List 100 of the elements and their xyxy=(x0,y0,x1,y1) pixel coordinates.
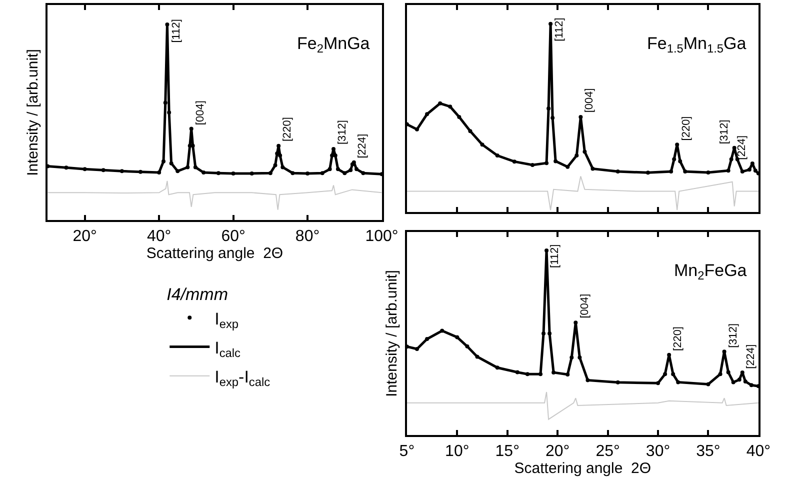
point xyxy=(480,142,484,147)
x-axis-title: Scattering angle 2Θ xyxy=(146,245,284,262)
point xyxy=(676,380,680,384)
point xyxy=(548,332,552,336)
point xyxy=(193,165,198,170)
annotation: [312] xyxy=(336,120,348,145)
annotation: [220] xyxy=(282,117,294,142)
annotation: [004] xyxy=(194,100,207,126)
legend-title: I4/mmm xyxy=(166,285,228,304)
point xyxy=(320,171,324,176)
point xyxy=(306,171,310,176)
annotation: [112] xyxy=(554,18,566,42)
annotation: [112] xyxy=(549,244,562,268)
point xyxy=(749,383,754,388)
point xyxy=(726,168,730,173)
point xyxy=(157,170,162,174)
annotation: Fe$_{1.5}$Mn$_{1.5}$Ga xyxy=(647,34,747,56)
point xyxy=(273,163,278,168)
point xyxy=(348,168,353,172)
point xyxy=(169,161,174,166)
x-tick-label: 10° xyxy=(445,443,470,460)
legend-label: I$_{calc}$ xyxy=(214,338,241,360)
point xyxy=(656,381,660,386)
point xyxy=(333,154,338,158)
point xyxy=(468,129,472,134)
point xyxy=(64,166,68,170)
annotation: [224] xyxy=(356,134,369,158)
annotation: Fe$_{2}$MnGa xyxy=(297,34,370,56)
point xyxy=(616,170,620,174)
legend-label: I$_{exp}$ xyxy=(214,309,239,331)
point xyxy=(475,354,480,359)
point xyxy=(554,159,558,164)
point xyxy=(167,110,172,114)
point xyxy=(82,167,87,172)
point xyxy=(165,22,170,27)
point xyxy=(706,382,710,386)
y-axis-title: Intensity / [arb.unit] xyxy=(24,49,42,176)
point xyxy=(280,165,285,170)
point xyxy=(328,167,332,172)
point xyxy=(425,337,430,342)
point xyxy=(616,380,620,384)
point xyxy=(202,170,206,174)
point xyxy=(731,380,736,384)
point xyxy=(546,106,551,110)
point xyxy=(574,320,578,325)
point xyxy=(361,171,366,176)
point xyxy=(737,378,742,382)
point xyxy=(753,168,758,173)
x-tick-label: 40° xyxy=(746,443,771,460)
point xyxy=(586,378,590,382)
annotation: [004] xyxy=(584,88,596,113)
point xyxy=(290,171,295,176)
point xyxy=(162,159,166,164)
annotation: [220] xyxy=(672,326,684,351)
x-tick-label: 30° xyxy=(646,443,670,460)
point xyxy=(740,370,744,374)
point xyxy=(542,332,546,336)
point xyxy=(675,142,680,147)
point xyxy=(138,170,142,174)
point xyxy=(163,100,168,105)
point xyxy=(278,154,282,158)
point xyxy=(425,112,430,116)
point xyxy=(726,370,730,374)
x-tick-label: 35° xyxy=(696,443,720,460)
annotation: Mn$_{2}$FeGa xyxy=(674,261,748,283)
annotation: [220] xyxy=(680,116,692,141)
point xyxy=(552,370,556,374)
point xyxy=(530,162,534,167)
annotation: [112] xyxy=(170,19,183,43)
point xyxy=(706,170,710,174)
point xyxy=(330,154,334,158)
point xyxy=(438,101,442,106)
point xyxy=(465,344,470,348)
point xyxy=(729,157,734,162)
x-tick-label: 5° xyxy=(399,443,415,460)
x-axis-title: Scattering angle 2Θ xyxy=(514,460,652,478)
annotation: [004] xyxy=(579,294,592,318)
x-tick-label: 60° xyxy=(221,228,246,246)
point xyxy=(342,171,347,176)
point xyxy=(538,372,543,376)
point xyxy=(747,168,752,172)
point xyxy=(740,170,744,174)
x-tick-label: 20° xyxy=(72,228,97,246)
point xyxy=(590,166,595,171)
point xyxy=(250,171,254,176)
point xyxy=(722,350,726,354)
point xyxy=(495,154,500,158)
point xyxy=(216,171,220,176)
point xyxy=(672,157,676,162)
x-tick-label: 100° xyxy=(365,228,398,246)
point xyxy=(743,379,748,384)
point xyxy=(495,366,500,370)
point xyxy=(455,335,460,340)
point xyxy=(550,116,555,120)
annotation: [312] xyxy=(718,120,731,144)
point xyxy=(678,159,682,164)
point xyxy=(548,22,553,26)
point xyxy=(669,170,674,174)
point xyxy=(750,161,754,166)
y-axis-title: Intensity / [arb.unit] xyxy=(384,270,401,397)
